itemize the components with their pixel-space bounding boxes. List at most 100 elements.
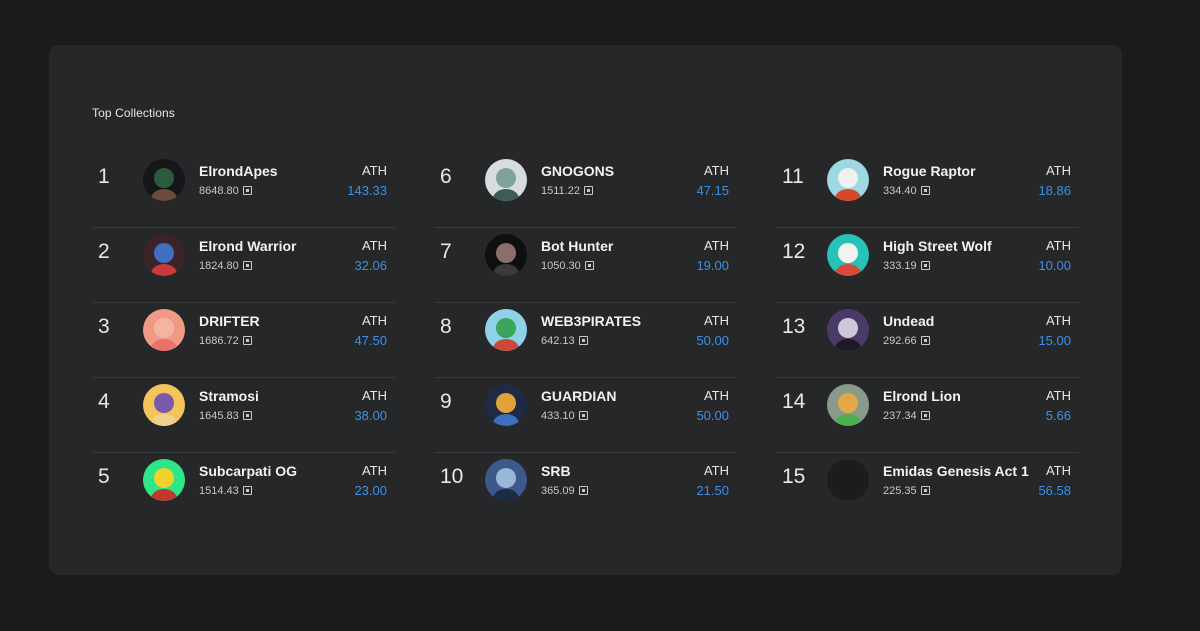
collection-name[interactable]: Subcarpati OG — [199, 463, 298, 479]
collection-name[interactable]: DRIFTER — [199, 313, 260, 329]
collection-rank: 4 — [98, 390, 110, 413]
collection-row[interactable]: 11 Rogue Raptor 334.40 ATH 18.86 — [776, 153, 1079, 228]
collection-row[interactable]: 14 Elrond Lion 237.34 ATH 5.66 — [776, 378, 1079, 453]
collection-volume: 237.34 — [883, 410, 930, 422]
collection-rank: 14 — [782, 390, 806, 413]
collection-volume: 334.40 — [883, 185, 930, 197]
collection-row[interactable]: 2 Elrond Warrior 1824.80 ATH 32.06 — [92, 228, 395, 303]
collection-rank: 13 — [782, 315, 806, 338]
collection-name[interactable]: ElrondApes — [199, 163, 278, 179]
collection-avatar[interactable] — [827, 159, 869, 201]
collection-ath: ATH 5.66 — [1046, 388, 1071, 423]
ath-label: ATH — [703, 163, 729, 178]
collection-avatar[interactable] — [143, 459, 185, 501]
collection-avatar-image — [485, 309, 527, 351]
collection-avatar-image — [827, 159, 869, 201]
collections-column-2: 6 GNOGONS 1511.22 ATH 47.15 7 Bot Hunter… — [434, 153, 737, 528]
collection-rank: 1 — [98, 165, 110, 188]
ath-value: 47.50 — [354, 333, 387, 348]
collection-row[interactable]: 13 Undead 292.66 ATH 15.00 — [776, 303, 1079, 378]
collection-avatar-image — [827, 309, 869, 351]
collection-avatar[interactable] — [827, 309, 869, 351]
ath-value: 143.33 — [347, 183, 387, 198]
collection-row[interactable]: 4 Stramosi 1645.83 ATH 38.00 — [92, 378, 395, 453]
collection-ath: ATH 10.00 — [1038, 238, 1071, 273]
egld-token-icon — [242, 261, 252, 270]
collection-volume-value: 237.34 — [883, 410, 917, 422]
collection-volume-value: 334.40 — [883, 185, 917, 197]
egld-token-icon — [920, 411, 930, 420]
collection-avatar[interactable] — [485, 159, 527, 201]
collection-avatar[interactable] — [485, 459, 527, 501]
ath-label: ATH — [1045, 163, 1071, 178]
collection-name[interactable]: High Street Wolf — [883, 238, 992, 254]
collection-avatar[interactable] — [827, 234, 869, 276]
collection-name[interactable]: Bot Hunter — [541, 238, 614, 254]
collection-name[interactable]: GUARDIAN — [541, 388, 617, 404]
ath-label: ATH — [1045, 463, 1071, 478]
collection-row[interactable]: 1 ElrondApes 8648.80 ATH 143.33 — [92, 153, 395, 228]
collection-ath: ATH 15.00 — [1038, 313, 1071, 348]
section-title: Top Collections — [92, 106, 175, 120]
collection-avatar-image — [143, 234, 185, 276]
collection-rank: 2 — [98, 240, 110, 263]
collection-row[interactable]: 10 SRB 365.09 ATH 21.50 — [434, 453, 737, 528]
collection-name[interactable]: Undead — [883, 313, 935, 329]
egld-token-icon — [578, 486, 588, 495]
collection-name[interactable]: GNOGONS — [541, 163, 615, 179]
collection-avatar[interactable] — [485, 309, 527, 351]
collection-volume: 433.10 — [541, 410, 588, 422]
collection-name[interactable]: Elrond Lion — [883, 388, 961, 404]
collection-row[interactable]: 8 WEB3PIRATES 642.13 ATH 50.00 — [434, 303, 737, 378]
ath-value: 23.00 — [354, 483, 387, 498]
collection-rank: 5 — [98, 465, 110, 488]
egld-token-icon — [242, 336, 252, 345]
collection-rank: 15 — [782, 465, 806, 488]
ath-label: ATH — [361, 463, 387, 478]
ath-label: ATH — [703, 313, 729, 328]
collection-name[interactable]: Emidas Genesis Act 1 — [883, 463, 1029, 479]
collection-row[interactable]: 7 Bot Hunter 1050.30 ATH 19.00 — [434, 228, 737, 303]
collection-volume: 1824.80 — [199, 260, 252, 272]
collection-avatar-image — [485, 159, 527, 201]
collection-avatar[interactable] — [827, 384, 869, 426]
collection-ath: ATH 38.00 — [354, 388, 387, 423]
collection-volume-value: 433.10 — [541, 410, 575, 422]
collection-row[interactable]: 6 GNOGONS 1511.22 ATH 47.15 — [434, 153, 737, 228]
collection-volume-value: 642.13 — [541, 335, 575, 347]
collection-row[interactable]: 5 Subcarpati OG 1514.43 ATH 23.00 — [92, 453, 395, 528]
collection-volume-value: 1645.83 — [199, 410, 239, 422]
collection-volume: 8648.80 — [199, 185, 252, 197]
collection-avatar[interactable] — [143, 309, 185, 351]
collection-name[interactable]: SRB — [541, 463, 571, 479]
collection-name[interactable]: Elrond Warrior — [199, 238, 297, 254]
ath-value: 50.00 — [696, 408, 729, 423]
collection-row[interactable]: 9 GUARDIAN 433.10 ATH 50.00 — [434, 378, 737, 453]
collection-ath: ATH 23.00 — [354, 463, 387, 498]
collection-avatar[interactable] — [827, 459, 869, 501]
collection-ath: ATH 19.00 — [696, 238, 729, 273]
collection-avatar[interactable] — [485, 384, 527, 426]
collection-row[interactable]: 15 Emidas Genesis Act 1 225.35 ATH 56.58 — [776, 453, 1079, 528]
collection-avatar[interactable] — [143, 159, 185, 201]
egld-token-icon — [242, 486, 252, 495]
collection-ath: ATH 56.58 — [1038, 463, 1071, 498]
egld-token-icon — [583, 186, 593, 195]
collection-ath: ATH 32.06 — [354, 238, 387, 273]
collection-name[interactable]: WEB3PIRATES — [541, 313, 642, 329]
collection-ath: ATH 143.33 — [347, 163, 387, 198]
collection-volume-value: 365.09 — [541, 485, 575, 497]
collection-avatar[interactable] — [485, 234, 527, 276]
collection-rank: 8 — [440, 315, 452, 338]
collection-row[interactable]: 3 DRIFTER 1686.72 ATH 47.50 — [92, 303, 395, 378]
collection-avatar-image — [143, 459, 185, 501]
collection-name[interactable]: Stramosi — [199, 388, 259, 404]
collection-volume: 333.19 — [883, 260, 930, 272]
collection-ath: ATH 47.15 — [696, 163, 729, 198]
collection-rank: 7 — [440, 240, 452, 263]
collection-avatar[interactable] — [143, 384, 185, 426]
collection-avatar[interactable] — [143, 234, 185, 276]
collection-name[interactable]: Rogue Raptor — [883, 163, 976, 179]
collection-row[interactable]: 12 High Street Wolf 333.19 ATH 10.00 — [776, 228, 1079, 303]
ath-value: 32.06 — [354, 258, 387, 273]
